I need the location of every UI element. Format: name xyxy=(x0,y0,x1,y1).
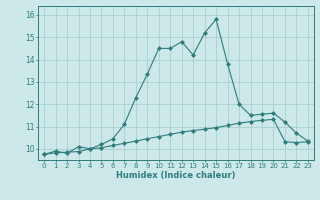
X-axis label: Humidex (Indice chaleur): Humidex (Indice chaleur) xyxy=(116,171,236,180)
